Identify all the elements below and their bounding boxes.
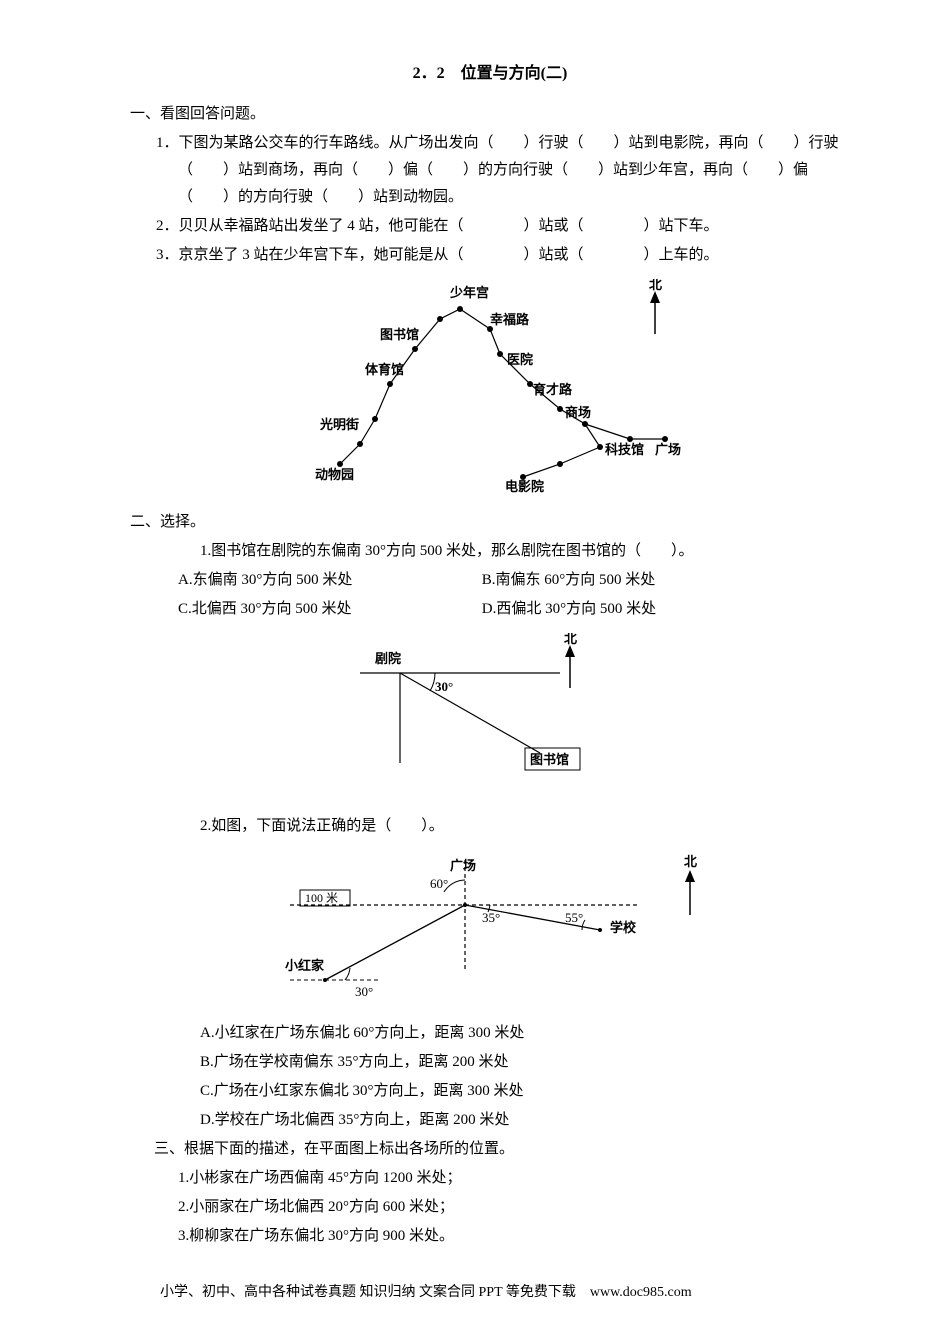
s2-q2-stem: 2.如图，下面说法正确的是（ ）。 [130,813,850,840]
d1-tiyuguan: 体育馆 [365,362,404,377]
d3-xuexiao: 学校 [610,920,637,935]
d1-dianyingyuan: 电影院 [505,479,544,494]
section3-head: 三、根据下面的描述，在平面图上标出各场所的位置。 [130,1136,850,1163]
d1-north: 北 [649,279,662,292]
s2-q1-C: C.北偏西 30°方向 500 米处 [178,596,478,623]
d1-yiyuan: 医院 [507,352,533,367]
d1-shaoniangong: 少年宫 [449,285,489,300]
d2-juyuan: 剧院 [375,651,401,666]
diagram1: 少年宫 图书馆 体育馆 光明街 动物园 幸福路 医院 育才路 商场 科技馆 广场… [130,279,850,499]
d1-guangchang: 广场 [655,442,681,457]
s2-q2-D: D.学校在广场北偏西 35°方向上，距离 200 米处 [130,1107,850,1134]
s2-q1-D: D.西偏北 30°方向 500 米处 [482,596,656,623]
s1-q2: 2．贝贝从幸福路站出发坐了 4 站，他可能在（ ）站或（ ）站下车。 [130,213,850,240]
diagram2: 剧院 30° 图书馆 北 [130,633,850,803]
d2-angle: 30° [435,679,453,694]
s1-q3: 3．京京坐了 3 站在少年宫下车，她可能是从（ ）站或（ ）上车的。 [130,242,850,269]
s3-q2: 2.小丽家在广场北偏西 20°方向 600 米处； [130,1194,850,1221]
d3-scale: 100 米 [305,891,338,905]
section2-head: 二、选择。 [130,509,850,536]
s2-q1-B: B.南偏东 60°方向 500 米处 [482,567,656,594]
d1-guangmingjie: 光明街 [319,417,359,432]
s2-q2-A: A.小红家在广场东偏北 60°方向上，距离 300 米处 [130,1020,850,1047]
s1-q1: 1．下图为某路公交车的行车路线。从广场出发向（ ）行驶（ ）站到电影院，再向（ … [130,130,850,211]
d3-xiaohong: 小红家 [285,958,325,973]
page-footer: 小学、初中、高中各种试卷真题 知识归纳 文案合同 PPT 等免费下载 www.d… [130,1280,850,1305]
diagram3: 100 米 广场 60° 35° 55° 学校 小红家 30° 北 [130,850,850,1010]
s2-q1-stem: 1.图书馆在剧院的东偏南 30°方向 500 米处，那么剧院在图书馆的（ ）。 [130,538,850,565]
s2-q1-A: A.东偏南 30°方向 500 米处 [178,567,478,594]
page-title: 2．2 位置与方向(二) [130,60,850,89]
d1-yucailu: 育才路 [533,382,573,397]
d3-a55: 55° [565,910,583,925]
s2-q2-B: B.广场在学校南偏东 35°方向上，距离 200 米处 [130,1049,850,1076]
d3-north: 北 [684,854,697,869]
d1-xingfulu: 幸福路 [490,312,530,327]
d3-a60: 60° [430,876,448,891]
d3-a30: 30° [355,984,373,999]
section1-head: 一、看图回答问题。 [130,101,850,128]
d3-a35: 35° [482,910,500,925]
d1-kejiguan: 科技馆 [605,442,644,457]
s3-q3: 3.柳柳家在广场东偏北 30°方向 900 米处。 [130,1223,850,1250]
d2-north: 北 [564,633,577,646]
d3-guangchang: 广场 [450,858,476,873]
s2-q2-C: C.广场在小红家东偏北 30°方向上，距离 300 米处 [130,1078,850,1105]
d1-shangchang: 商场 [565,405,591,420]
d1-tushuguan: 图书馆 [380,327,419,342]
d1-dongwuyuan: 动物园 [315,467,354,482]
d2-tushuguan: 图书馆 [530,752,569,767]
s3-q1: 1.小彬家在广场西偏南 45°方向 1200 米处； [130,1165,850,1192]
